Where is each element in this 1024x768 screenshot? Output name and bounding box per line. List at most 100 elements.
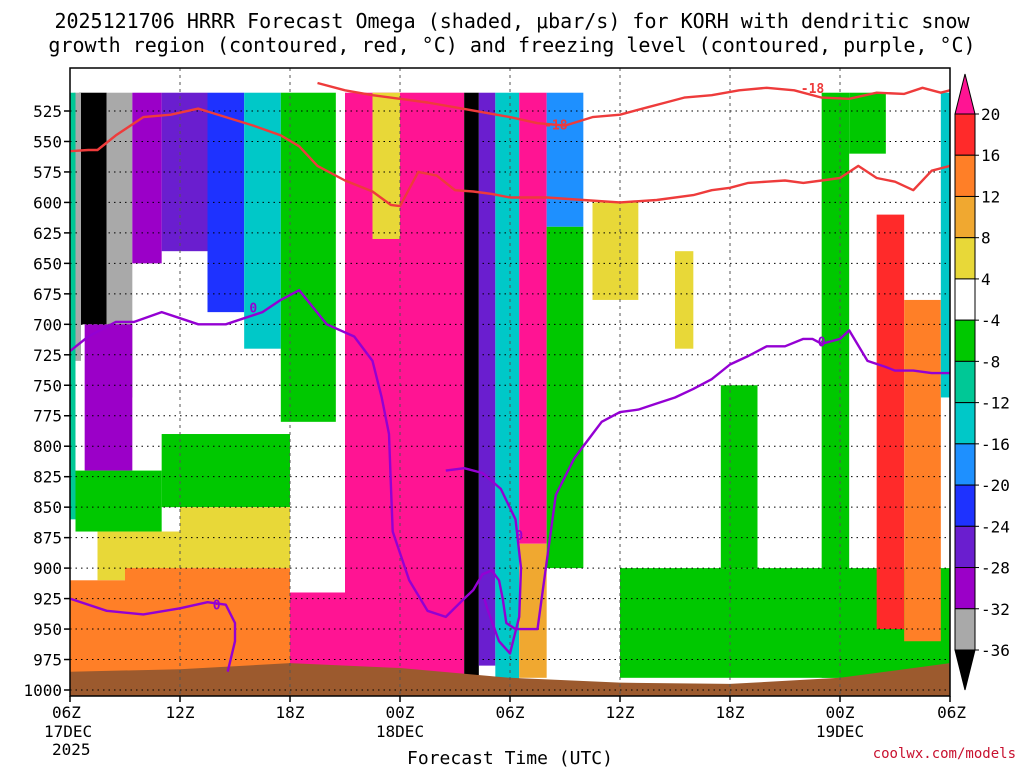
colorbar-label-3: 8 [981,229,991,248]
omega-cell-10 [75,470,162,532]
colorbar-label-9: -20 [981,476,1010,495]
colorbar-label-11: -28 [981,559,1010,578]
colorbar-bin-7 [954,360,976,404]
colorbar-bin-8 [954,402,976,445]
omega-cell-7 [244,92,281,349]
colorbar-bin-12 [954,567,976,610]
y-tick-label-625: 625 [33,224,62,243]
freezing-contour-4 [445,467,523,655]
omega-cell-33 [904,299,941,642]
y-tick-label-875: 875 [33,529,62,548]
y-tick-label-675: 675 [33,285,62,304]
y-tick-label-925: 925 [33,590,62,609]
y-tick-label-525: 525 [33,102,62,121]
colorbar-label-1: 16 [981,146,1000,165]
freezing-contour-label-2-1: 0 [515,529,523,544]
colorbar-top-arrow [954,73,976,115]
omega-cell-26 [592,202,639,300]
chart-title-line2: growth region (contoured, red, °C) and f… [48,33,975,57]
colorbar: 20 16 12 8 4 -4 -8 -12 -16 -20 -24 -28 -32 -36 [954,73,1010,691]
colorbar-label-12: -32 [981,600,1010,619]
y-tick-label-975: 975 [33,651,62,670]
omega-cell-4 [84,324,133,471]
colorbar-label-2: 12 [981,187,1000,206]
x-tick-label-2: 18Z [276,703,305,722]
y-tick-label-800: 800 [33,437,62,456]
dendritic-contour-0 [70,107,950,208]
colorbar-label-7: -12 [981,394,1010,413]
colorbar-label-10: -24 [981,517,1010,536]
x-tick-label-8: 06Z [937,703,966,722]
omega-cell-20 [478,92,496,666]
chart-title-line1: 2025121706 HRRR Forecast Omega (shaded, … [54,9,970,33]
y-tick-label-575: 575 [33,163,62,182]
omega-cell-17 [345,92,465,690]
colorbar-bin-2 [954,154,976,197]
omega-cell-5 [161,92,208,252]
omega-cell-23 [519,543,547,678]
colorbar-bin-13 [954,608,976,651]
colorbar-label-0: 20 [981,105,1000,124]
colorbar-label-8: -16 [981,435,1010,454]
y-tick-label-600: 600 [33,193,62,212]
omega-cell-1 [73,92,81,361]
y-tick-label-1000: 1000 [23,681,62,700]
omega-cell-31 [849,92,886,154]
freezing-contour-2 [70,289,950,631]
omega-cell-21 [495,92,520,690]
dendritic-contour-1 [317,81,950,127]
colorbar-bottom-arrow [954,649,976,691]
x-tick-label-1: 12Z [166,703,195,722]
colorbar-bin-11 [954,525,976,569]
y-axis: 525 550 575 600 625 650 675 700 725 750 775 800 825 8… [23,102,70,700]
omega-cell-11 [161,434,290,508]
colorbar-bin-3 [954,195,976,239]
x-tick-label-3: 00Z [386,703,415,722]
x-tick-date-0: 17DEC [44,722,92,741]
y-tick-label-700: 700 [33,315,62,334]
colorbar-bin-10 [954,484,976,527]
colorbar-bin-5 [954,278,976,321]
colorbar-label-6: -8 [981,352,1000,371]
x-tick-label-0: 06Z [52,703,81,722]
omega-cell-27 [675,251,694,349]
colorbar-label-4: 4 [981,270,991,289]
x-axis-label: Forecast Time (UTC) [407,748,613,768]
colorbar-bin-1 [954,113,976,156]
y-tick-label-725: 725 [33,346,62,365]
omega-cell-34 [940,92,950,398]
y-tick-label-850: 850 [33,498,62,517]
colorbar-bin-4 [954,237,976,280]
colorbar-bin-6 [954,319,976,362]
x-tick-label-7: 00Z [826,703,855,722]
contour-lines: -18 -18 0 0 0 0 [70,82,950,672]
freezing-contour-label-3-0: 0 [213,599,221,614]
y-tick-label-650: 650 [33,254,62,273]
freezing-contour-label-2-2: 0 [818,335,826,350]
colorbar-label-13: -36 [981,641,1010,660]
x-tick-year-0: 2025 [52,740,91,759]
colorbar-bin-9 [954,443,976,486]
colorbar-label-5: -4 [981,311,1000,330]
omega-cell-29 [720,385,758,569]
y-tick-label-900: 900 [33,559,62,578]
freezing-contour-label-2-0: 0 [249,301,257,316]
x-tick-label-5: 12Z [606,703,635,722]
x-tick-date-7: 19DEC [816,722,864,741]
omega-cell-0 [79,92,107,325]
omega-cell-3 [132,92,162,264]
omega-cell-32 [876,214,905,630]
omega-cell-24 [546,92,584,227]
omega-cell-22 [519,92,547,544]
y-tick-label-825: 825 [33,468,62,487]
y-tick-label-775: 775 [33,407,62,426]
omega-cell-19 [464,92,479,690]
y-tick-label-950: 950 [33,620,62,639]
y-tick-label-750: 750 [33,376,62,395]
freezing-contour-3 [70,597,237,672]
y-tick-label-550: 550 [33,132,62,151]
x-tick-label-4: 06Z [496,703,525,722]
dendritic-contour-label-1-0: -18 [544,118,568,133]
